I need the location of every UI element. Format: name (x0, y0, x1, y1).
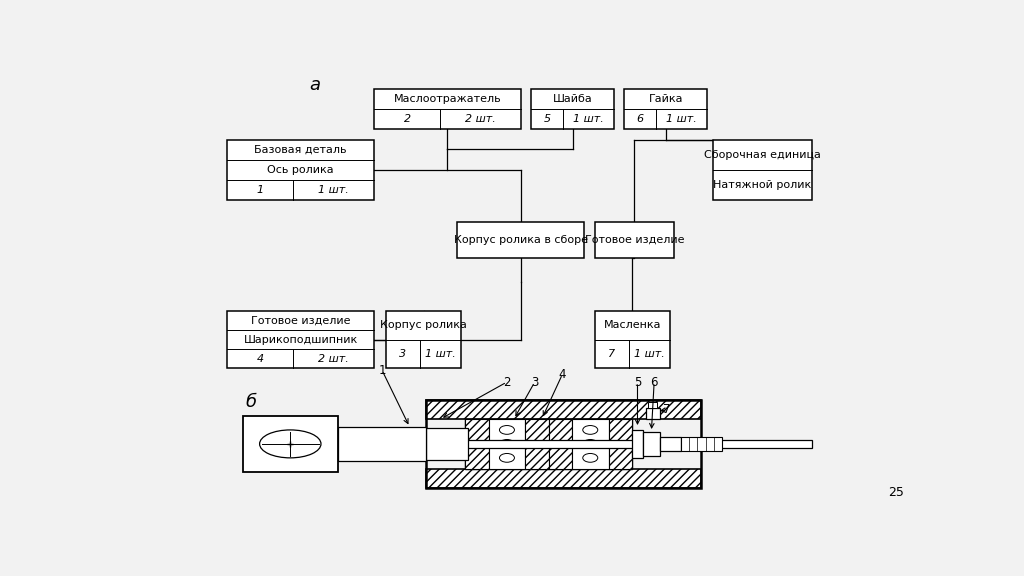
Text: 5: 5 (634, 376, 641, 389)
Text: Сборочная единица: Сборочная единица (705, 150, 821, 160)
Bar (632, 430, 643, 458)
Text: Готовое изделие: Готовое изделие (251, 316, 350, 325)
Text: Маслоотражатель: Маслоотражатель (393, 94, 501, 104)
Text: а: а (309, 75, 319, 94)
Text: 1: 1 (378, 363, 386, 377)
Text: 2: 2 (403, 114, 411, 124)
Bar (243, 439, 812, 448)
Text: Шайба: Шайба (553, 94, 593, 104)
Text: Шарикоподшипник: Шарикоподшипник (244, 335, 357, 344)
Ellipse shape (583, 453, 598, 463)
Bar (681, 437, 722, 451)
Text: Ось ролика: Ось ролика (267, 165, 334, 175)
Bar (243, 416, 338, 472)
Bar (386, 311, 461, 369)
Bar (488, 419, 525, 469)
Text: Гайка: Гайка (648, 94, 683, 104)
Bar (608, 419, 632, 469)
Bar (426, 400, 701, 419)
Bar (549, 419, 572, 469)
Bar (531, 89, 614, 129)
Text: Корпус ролика: Корпус ролика (380, 320, 467, 330)
Bar (525, 419, 549, 469)
Text: 1: 1 (257, 185, 264, 195)
Text: б: б (246, 393, 257, 411)
Bar (426, 469, 701, 488)
Text: 1 шт.: 1 шт. (634, 349, 665, 359)
Text: 6: 6 (650, 376, 657, 389)
Bar (572, 419, 608, 469)
Text: 2: 2 (503, 376, 511, 389)
Bar (595, 311, 670, 369)
Bar (713, 140, 812, 200)
Bar (426, 428, 468, 460)
Ellipse shape (583, 439, 598, 448)
Bar (646, 408, 659, 419)
Bar (374, 89, 521, 129)
Text: 4: 4 (559, 367, 566, 381)
Text: Масленка: Масленка (603, 320, 662, 330)
Bar (458, 222, 585, 257)
Bar (643, 432, 659, 456)
Bar (227, 311, 374, 369)
Text: 4: 4 (257, 354, 264, 364)
Text: 7: 7 (663, 403, 671, 416)
Ellipse shape (500, 426, 514, 434)
Text: 2 шт.: 2 шт. (318, 354, 349, 364)
Text: 1 шт.: 1 шт. (573, 114, 604, 124)
Text: 1 шт.: 1 шт. (667, 114, 697, 124)
Bar (659, 437, 681, 451)
Ellipse shape (583, 426, 598, 434)
Bar (595, 222, 674, 257)
Text: 1 шт.: 1 шт. (318, 185, 349, 195)
Text: Натяжной ролик: Натяжной ролик (714, 180, 812, 190)
Bar (227, 140, 374, 200)
Bar (338, 427, 426, 461)
Text: 1 шт.: 1 шт. (425, 349, 456, 359)
Text: 6: 6 (636, 114, 643, 124)
Text: 3: 3 (531, 376, 539, 389)
Text: 3: 3 (399, 349, 407, 359)
Bar (465, 419, 488, 469)
Ellipse shape (260, 430, 321, 458)
Bar (648, 402, 657, 408)
Text: 25: 25 (888, 486, 904, 499)
Ellipse shape (500, 439, 514, 448)
Bar (624, 89, 708, 129)
Bar (426, 400, 701, 488)
Bar (465, 419, 632, 469)
Text: 5: 5 (544, 114, 551, 124)
Text: 7: 7 (608, 349, 615, 359)
Text: Базовая деталь: Базовая деталь (254, 145, 347, 155)
Text: Корпус ролика в сборе: Корпус ролика в сборе (454, 235, 588, 245)
Text: 2 шт.: 2 шт. (465, 114, 496, 124)
Ellipse shape (500, 453, 514, 463)
Text: Готовое изделие: Готовое изделие (585, 235, 684, 245)
